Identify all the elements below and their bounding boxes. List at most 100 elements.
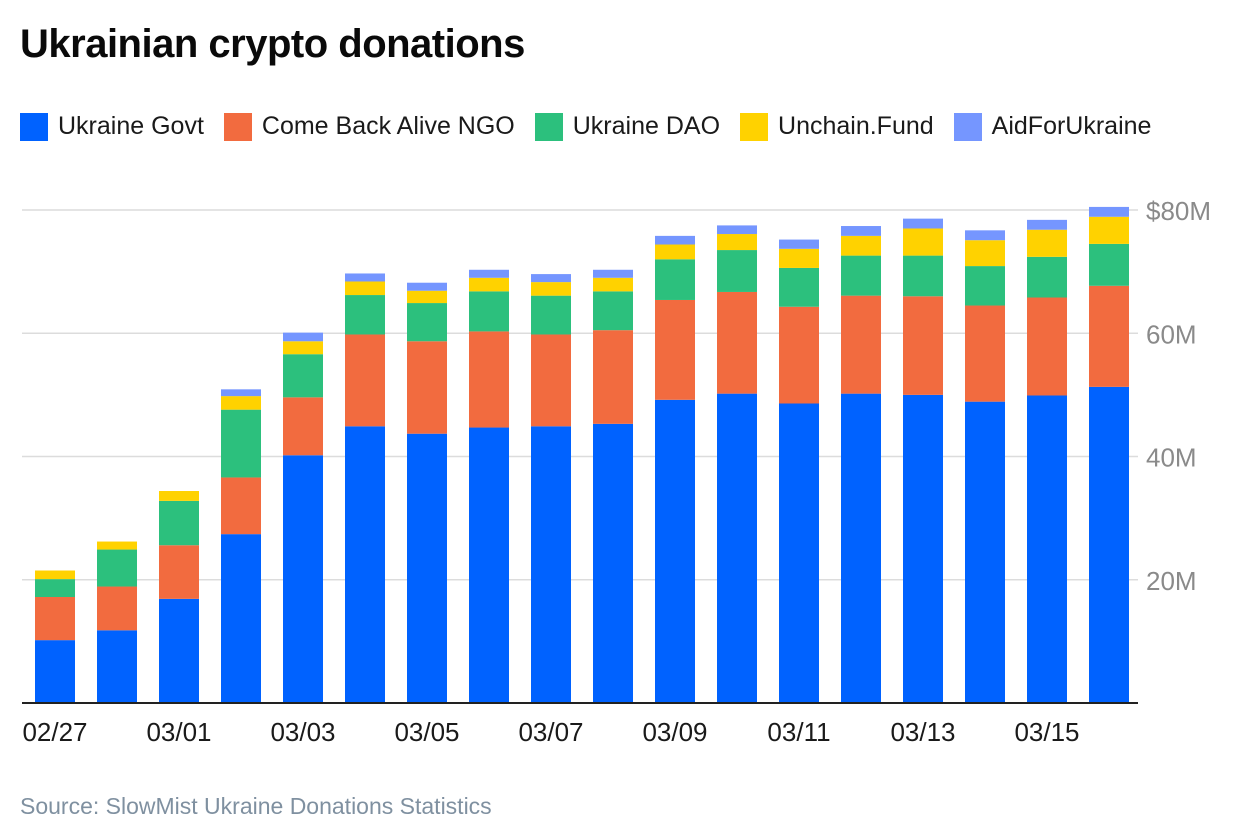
bar-segment [779, 403, 819, 703]
bar-segment [221, 396, 261, 410]
bar-segment [965, 240, 1005, 267]
legend-swatch [223, 112, 252, 141]
chart-title: Ukrainian crypto donations [20, 22, 525, 66]
bar-segment [345, 273, 385, 282]
bar-segment [779, 267, 819, 307]
bar-segment [841, 295, 881, 394]
bar-segment [97, 586, 137, 631]
bar-segment [1027, 256, 1067, 298]
bar-segment [841, 393, 881, 703]
legend-swatch [534, 112, 563, 141]
x-tick-label: 03/15 [1014, 717, 1079, 747]
bar-segment [655, 244, 695, 260]
bar-segment [345, 295, 385, 335]
bar-segment [97, 541, 137, 550]
bar-segment [593, 291, 633, 331]
bar-segment [593, 269, 633, 278]
bar-segment [717, 291, 757, 394]
bar-segment [1027, 219, 1067, 230]
y-tick-label: 40M [1146, 443, 1197, 473]
bar-segment [159, 545, 199, 599]
bar-segment [407, 282, 447, 291]
bar-segment [717, 250, 757, 292]
legend-label: AidForUkraine [991, 112, 1152, 140]
bar-segment [655, 399, 695, 703]
bar-segment [531, 274, 571, 283]
legend-label: Unchain.Fund [778, 112, 934, 140]
bar-segment [407, 433, 447, 703]
legend-swatch [953, 112, 982, 141]
bar-segment [903, 296, 943, 395]
bar-segment [593, 423, 633, 703]
bar-segment [283, 354, 323, 398]
bar-segment [97, 630, 137, 703]
bar-segment [531, 426, 571, 703]
bar-segment [841, 226, 881, 236]
bar-segment [159, 500, 199, 546]
legend-swatch [740, 112, 769, 141]
bar-segment [1089, 285, 1129, 387]
bar-segment [345, 334, 385, 427]
bar-segment [1027, 395, 1067, 703]
bar-segment [965, 266, 1005, 306]
bar-segment [97, 549, 137, 587]
bar-segment [221, 409, 261, 478]
legend-item: Ukraine DAO [534, 112, 721, 141]
bar-segment [841, 255, 881, 296]
bar-segment [159, 491, 199, 501]
bar-segment [345, 281, 385, 296]
bar-segment [965, 305, 1005, 402]
bar-segment [531, 282, 571, 296]
x-tick-label: 03/11 [767, 717, 830, 747]
x-tick-label: 02/27 [22, 717, 87, 747]
bar-segment [841, 235, 881, 256]
bar-segment [35, 570, 75, 580]
bar-segment [35, 597, 75, 641]
bar-segment [407, 341, 447, 434]
bar-segment [717, 225, 757, 235]
stacked-bar-chart: 20M 40M 60M $80M 02/27 03/01 03/03 03/05 03/07 03… [22, 196, 1211, 747]
bar-segment [35, 640, 75, 703]
bar-segment [283, 341, 323, 355]
legend-label: Come Back Alive NGO [261, 112, 515, 140]
bar-segment [779, 248, 819, 268]
x-tick-label: 03/09 [642, 717, 707, 747]
bar-segment [1089, 206, 1129, 217]
bar-segment [469, 331, 509, 428]
bar-segment [903, 228, 943, 256]
bar-segment [159, 598, 199, 703]
bar-segment [717, 234, 757, 251]
bar-segment [1027, 297, 1067, 396]
bar-segment [283, 397, 323, 456]
legend-item: Come Back Alive NGO [223, 112, 515, 141]
bar-segment [1089, 216, 1129, 244]
legend: Ukraine Govt Come Back Alive NGO Ukraine D… [20, 112, 1171, 141]
bar-segment [221, 389, 261, 397]
bar-segment [35, 579, 75, 598]
bar-segment [407, 303, 447, 342]
legend-item: AidForUkraine [953, 112, 1152, 141]
x-tick-label: 03/05 [394, 717, 459, 747]
bar-segment [965, 401, 1005, 703]
bar-segment [1027, 229, 1067, 257]
y-tick-label: 20M [1146, 566, 1197, 596]
bar-segment [655, 299, 695, 400]
bar-segment [469, 291, 509, 332]
legend-label: Ukraine DAO [572, 112, 721, 140]
bar-segment [283, 455, 323, 703]
legend-item: Unchain.Fund [740, 112, 934, 141]
bar-segment [531, 295, 571, 335]
legend-swatch [20, 112, 48, 141]
bar-segment [965, 230, 1005, 241]
bar-segment [1089, 386, 1129, 703]
bar-segment [655, 259, 695, 300]
y-tick-label: $80M [1146, 196, 1211, 226]
bar-segment [1089, 243, 1129, 286]
bar-segment [345, 426, 385, 703]
bar-segment [531, 334, 571, 427]
legend-item: Ukraine Govt [20, 112, 204, 141]
source-note: Source: SlowMist Ukraine Donations Stati… [20, 793, 492, 819]
bar-segment [469, 427, 509, 703]
x-tick-label: 03/07 [518, 717, 583, 747]
x-tick-label: 03/01 [146, 717, 211, 747]
